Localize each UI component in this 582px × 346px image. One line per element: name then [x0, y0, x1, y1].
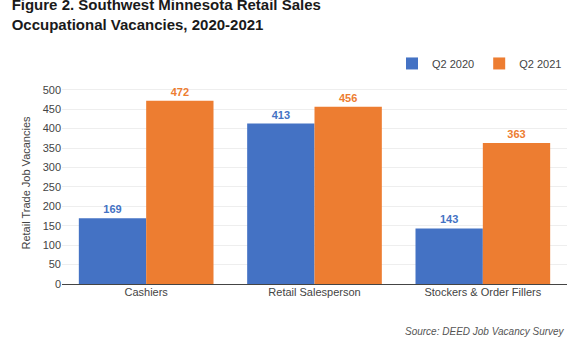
svg-text:200: 200: [43, 200, 61, 212]
svg-text:450: 450: [43, 103, 61, 115]
svg-text:500: 500: [43, 84, 61, 96]
svg-text:Q2 2021: Q2 2021: [519, 58, 561, 70]
svg-text:Q2 2020: Q2 2020: [432, 58, 474, 70]
svg-text:Source: DEED Job Vacancy Surve: Source: DEED Job Vacancy Survey: [405, 326, 565, 337]
svg-text:0: 0: [55, 278, 61, 290]
svg-text:300: 300: [43, 161, 61, 173]
svg-text:Stockers & Order Fillers: Stockers & Order Fillers: [424, 286, 541, 298]
svg-text:169: 169: [103, 203, 121, 215]
svg-text:50: 50: [49, 258, 61, 270]
svg-text:250: 250: [43, 181, 61, 193]
svg-text:350: 350: [43, 142, 61, 154]
svg-text:143: 143: [440, 213, 458, 225]
svg-text:Retail Salesperson: Retail Salesperson: [268, 286, 360, 298]
svg-text:472: 472: [171, 86, 189, 98]
svg-text:413: 413: [272, 109, 290, 121]
svg-text:Cashiers: Cashiers: [124, 286, 168, 298]
svg-text:400: 400: [43, 122, 61, 134]
svg-text:100: 100: [43, 239, 61, 251]
svg-text:456: 456: [339, 92, 357, 104]
svg-text:Retail Trade Job Vacancies: Retail Trade Job Vacancies: [20, 116, 32, 250]
svg-text:Figure 2. Southwest Minnesota: Figure 2. Southwest Minnesota Retail Sal…: [12, 0, 321, 33]
svg-text:363: 363: [507, 128, 525, 140]
svg-text:150: 150: [43, 220, 61, 232]
